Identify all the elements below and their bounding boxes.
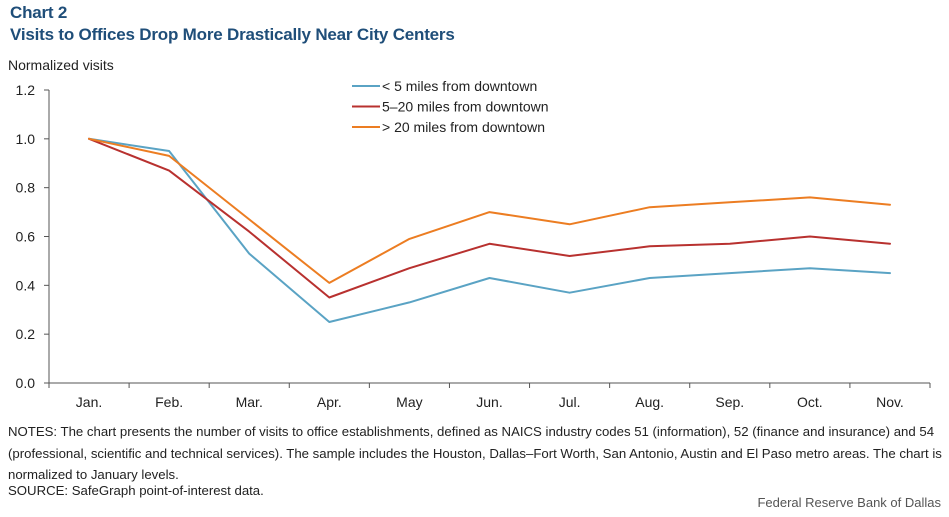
axes-layer: 0.0 0.2 0.4 0.6 0.8 1.0 1.2 Jan. Feb. Mar. Apr. May… — [16, 82, 931, 410]
x-tick-label: Mar. — [236, 394, 263, 410]
x-tick-label: Feb. — [155, 394, 183, 410]
y-tick-label: 1.0 — [16, 131, 36, 147]
legend: < 5 miles from downtown 5–20 miles from d… — [352, 78, 549, 135]
x-tick-label: Jan. — [76, 394, 102, 410]
y-tick-label: 0.8 — [16, 180, 36, 196]
series-line-2 — [88, 137, 891, 299]
credit-line: Federal Reserve Bank of Dallas — [757, 495, 941, 510]
x-tick-label: Nov. — [876, 394, 904, 410]
chart-label: Chart 2 — [10, 3, 68, 22]
x-tick-label: Oct. — [797, 394, 823, 410]
y-axis-label: Normalized visits — [8, 57, 114, 73]
x-tick-label: Apr. — [317, 394, 342, 410]
y-tick-label: 0.0 — [16, 375, 36, 391]
x-tick-label: Sep. — [715, 394, 744, 410]
legend-label: 5–20 miles from downtown — [382, 99, 549, 115]
y-tick-label: 0.2 — [16, 326, 36, 342]
chart-notes: NOTES: The chart presents the number of … — [8, 424, 942, 482]
x-tick-label: Aug. — [635, 394, 664, 410]
y-tick-label: 0.6 — [16, 229, 36, 245]
y-tick-label: 0.4 — [16, 277, 36, 293]
x-tick-label: Jul. — [559, 394, 581, 410]
line-chart: 0.0 0.2 0.4 0.6 0.8 1.0 1.2 Jan. Feb. Mar. Apr. May… — [16, 78, 931, 410]
series-line-1 — [88, 137, 891, 323]
y-tick-label: 1.2 — [16, 82, 36, 98]
legend-label: > 20 miles from downtown — [382, 119, 545, 135]
x-tick-label: Jun. — [476, 394, 502, 410]
chart-source: SOURCE: SafeGraph point-of-interest data… — [8, 483, 264, 498]
series-lines — [88, 137, 891, 323]
legend-label: < 5 miles from downtown — [382, 78, 537, 94]
x-tick-label: May — [396, 394, 422, 410]
chart-title: Visits to Offices Drop More Drastically … — [10, 25, 455, 44]
series-line-3 — [88, 137, 891, 284]
